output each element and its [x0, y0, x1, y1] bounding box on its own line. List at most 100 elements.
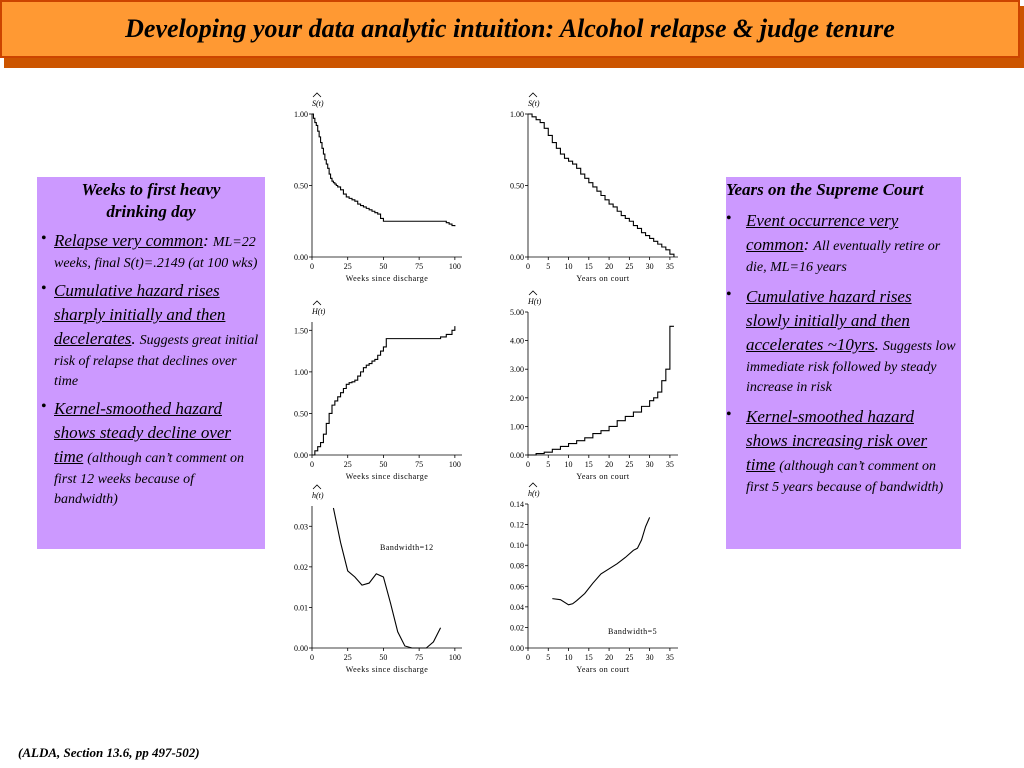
- x-axis-label: Years on court: [576, 665, 630, 674]
- right-bullet-2: • Cumulative hazard rises slowly initial…: [726, 285, 959, 397]
- x-tick-label: 100: [449, 653, 461, 662]
- x-tick-label: 5: [546, 262, 550, 271]
- y-tick-label: 0.08: [510, 562, 524, 571]
- x-tick-label: 25: [625, 653, 633, 662]
- right-bullet-1: • Event occurrence very common: All even…: [726, 209, 959, 277]
- x-tick-label: 30: [646, 460, 654, 469]
- x-tick-label: 25: [344, 653, 352, 662]
- x-axis-label: Weeks since discharge: [346, 472, 429, 481]
- x-tick-label: 35: [666, 262, 674, 271]
- x-tick-label: 20: [605, 653, 613, 662]
- x-tick-label: 100: [449, 460, 461, 469]
- hat-icon: [528, 92, 538, 98]
- hat-icon: [312, 92, 322, 98]
- x-tick-label: 35: [666, 653, 674, 662]
- y-tick-label: 1.00: [294, 110, 308, 119]
- hat-icon: [312, 484, 322, 490]
- x-tick-label: 0: [310, 653, 314, 662]
- right-bullet-2-sep: .: [874, 335, 879, 354]
- series-line: [552, 517, 651, 606]
- y-axis-label: H(t): [527, 297, 542, 306]
- x-tick-label: 35: [666, 460, 674, 469]
- x-tick-label: 15: [585, 262, 593, 271]
- y-tick-label: 1.00: [510, 110, 524, 119]
- left-bullet-2: • Cumulative hazard rises sharply initia…: [41, 279, 261, 391]
- x-tick-label: 5: [546, 653, 550, 662]
- right-text-panel: Years on the Supreme Court • Event occur…: [726, 177, 961, 549]
- x-tick-label: 10: [565, 262, 573, 271]
- x-tick-label: 50: [379, 460, 387, 469]
- x-tick-label: 50: [379, 653, 387, 662]
- x-tick-label: 25: [625, 262, 633, 271]
- x-tick-label: 25: [344, 460, 352, 469]
- bullet-dot-icon: •: [41, 280, 47, 297]
- x-tick-label: 30: [646, 653, 654, 662]
- y-tick-label: 0.00: [294, 451, 308, 460]
- right-bullet-2-main: Cumulative hazard rises slowly initially…: [746, 287, 912, 354]
- x-axis-label: Years on court: [576, 472, 630, 481]
- y-tick-label: 0.00: [294, 644, 308, 653]
- y-tick-label: 0.00: [510, 451, 524, 460]
- y-axis-label: h(t): [312, 491, 324, 500]
- y-tick-label: 1.50: [294, 326, 308, 335]
- x-tick-label: 10: [565, 653, 573, 662]
- x-tick-label: 20: [605, 460, 613, 469]
- x-tick-label: 30: [646, 262, 654, 271]
- x-tick-label: 15: [585, 653, 593, 662]
- bullet-dot-icon: •: [726, 210, 732, 227]
- x-tick-label: 20: [605, 262, 613, 271]
- x-tick-label: 75: [415, 262, 423, 271]
- left-bullet-3-main: Kernel-smoothed hazard shows steady decl…: [54, 399, 232, 466]
- y-axis-label: S(t): [312, 99, 324, 108]
- bandwidth-annotation: Bandwidth=5: [608, 627, 657, 636]
- y-tick-label: 0.00: [510, 644, 524, 653]
- hat-icon: [312, 300, 322, 306]
- series-line: [332, 507, 442, 649]
- y-tick-label: 0.00: [510, 253, 524, 262]
- y-tick-label: 5.00: [510, 308, 524, 317]
- y-tick-label: 0.06: [510, 582, 524, 591]
- y-tick-label: 0.00: [294, 253, 308, 262]
- x-axis-label: Weeks since discharge: [346, 274, 429, 283]
- y-tick-label: 0.50: [510, 182, 524, 191]
- y-tick-label: 0.12: [510, 521, 524, 530]
- hat-icon: [528, 290, 538, 296]
- left-bullet-1: • Relapse very common: ML=22 weeks, fina…: [41, 229, 261, 273]
- bullet-dot-icon: •: [726, 286, 732, 303]
- x-tick-label: 0: [526, 653, 530, 662]
- left-bullet-2-detail: Suggests great initial risk of relapse t…: [54, 333, 259, 389]
- y-tick-label: 0.50: [294, 409, 308, 418]
- x-tick-label: 0: [526, 460, 530, 469]
- y-tick-label: 2.00: [510, 394, 524, 403]
- series-line: [312, 113, 456, 227]
- bandwidth-annotation: Bandwidth=12: [380, 543, 434, 552]
- chart-survival-years: 0.00 0.50 1.00 0 5 10 15 20 25 30 35 Years on court…: [510, 92, 678, 283]
- y-tick-label: 0.04: [510, 603, 524, 612]
- hat-icon: [528, 482, 538, 488]
- chart-survival-weeks: 0.00 0.50 1.00 0 25 50 75 100 Weeks since discha…: [294, 92, 462, 283]
- right-bullet-1-detail: All eventually retire or die, ML=16 year…: [746, 239, 941, 275]
- y-tick-label: 0.01: [294, 603, 308, 612]
- bullet-dot-icon: •: [726, 406, 732, 423]
- footer-citation: (ALDA, Section 13.6, pp 497-502): [18, 745, 200, 760]
- y-tick-label: 0.14: [510, 500, 524, 509]
- x-tick-label: 25: [625, 460, 633, 469]
- right-bullet-1-main: Event occurrence very common: [746, 211, 899, 254]
- series-line: [528, 325, 674, 456]
- x-tick-label: 0: [310, 460, 314, 469]
- x-tick-label: 100: [449, 262, 461, 271]
- chart-hazard-years: 0.00 0.02 0.04 0.06 0.08 0.10 0.12 0.14 0 5 10 15 20…: [510, 482, 678, 674]
- bullet-dot-icon: •: [41, 398, 47, 415]
- x-tick-label: 25: [344, 262, 352, 271]
- x-tick-label: 10: [565, 460, 573, 469]
- y-tick-label: 1.00: [294, 368, 308, 377]
- x-tick-label: 50: [379, 262, 387, 271]
- y-tick-label: 0.50: [294, 182, 308, 191]
- x-tick-label: 75: [415, 653, 423, 662]
- x-axis-label: Years on court: [576, 274, 630, 283]
- y-tick-label: 0.02: [294, 563, 308, 572]
- x-axis-label: Weeks since discharge: [346, 665, 429, 674]
- y-tick-label: 0.10: [510, 541, 524, 550]
- chart-cumhazard-years: 0.00 1.00 2.00 3.00 4.00 5.00 0 5 10 15 20 25 30 35 Ye…: [510, 290, 678, 481]
- bullet-dot-icon: •: [41, 230, 47, 247]
